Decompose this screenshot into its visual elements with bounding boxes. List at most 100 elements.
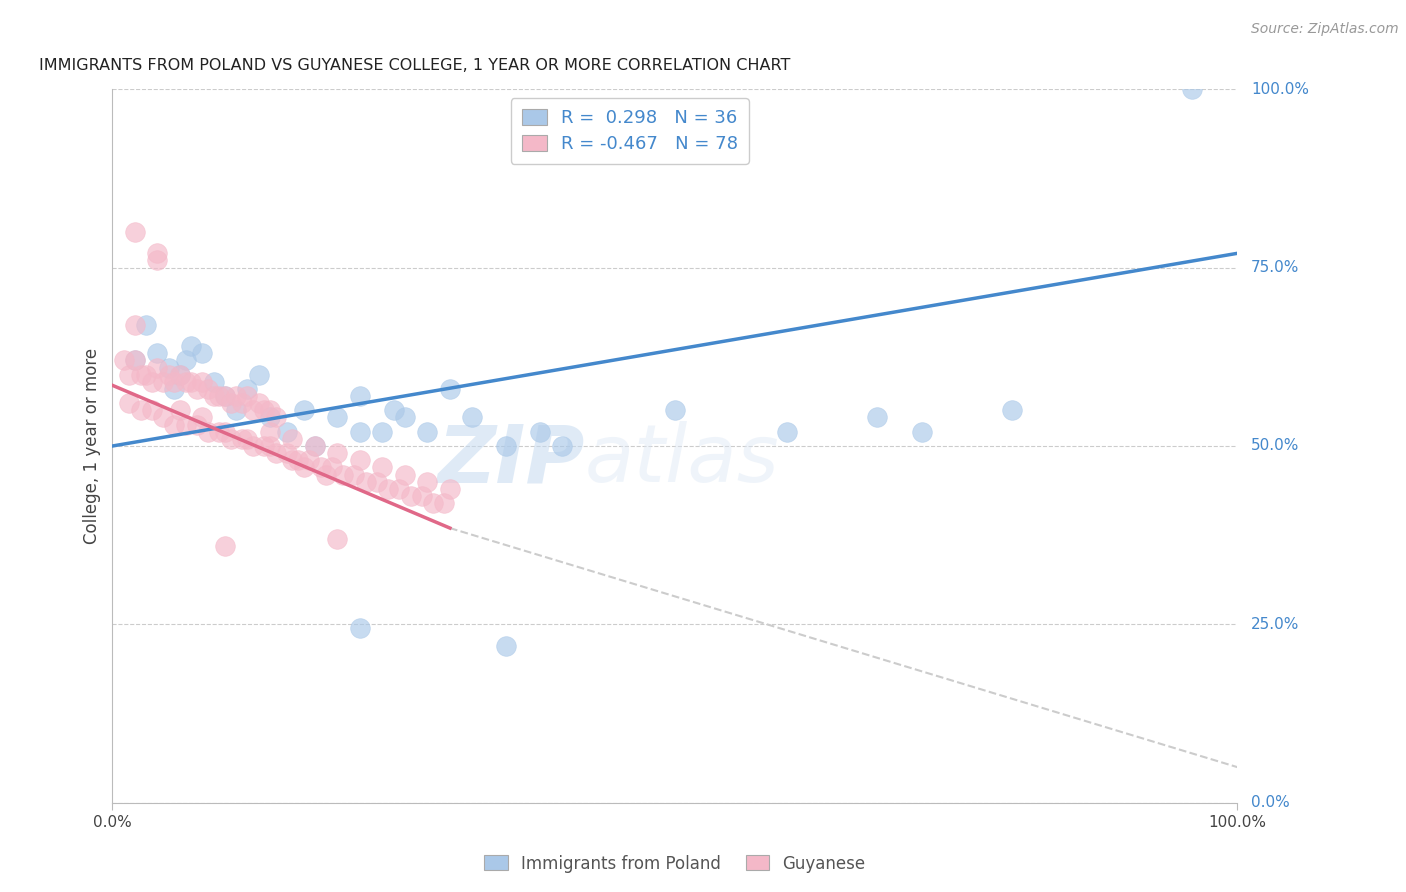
Point	[1181, 82, 1204, 96]
Point	[439, 382, 461, 396]
Point	[326, 446, 349, 460]
Point	[371, 425, 394, 439]
Legend: Immigrants from Poland, Guyanese: Immigrants from Poland, Guyanese	[478, 848, 872, 880]
Point	[169, 403, 191, 417]
Point	[146, 253, 169, 268]
Point	[326, 532, 349, 546]
Point	[124, 353, 146, 368]
Point	[276, 446, 298, 460]
Point	[214, 539, 236, 553]
Point	[112, 353, 135, 368]
Text: 25.0%: 25.0%	[1251, 617, 1299, 632]
Point	[191, 410, 214, 425]
Point	[304, 439, 326, 453]
Point	[225, 403, 247, 417]
Point	[214, 389, 236, 403]
Point	[259, 410, 281, 425]
Point	[281, 432, 304, 446]
Point	[298, 453, 321, 467]
Point	[169, 368, 191, 382]
Point	[309, 460, 332, 475]
Point	[315, 467, 337, 482]
Point	[208, 389, 231, 403]
Point	[242, 403, 264, 417]
Point	[388, 482, 411, 496]
Point	[152, 375, 174, 389]
Text: 0.0%: 0.0%	[1251, 796, 1289, 810]
Point	[169, 368, 191, 382]
Point	[146, 346, 169, 360]
Point	[382, 403, 405, 417]
Text: Source: ZipAtlas.com: Source: ZipAtlas.com	[1251, 22, 1399, 37]
Point	[371, 460, 394, 475]
Text: IMMIGRANTS FROM POLAND VS GUYANESE COLLEGE, 1 YEAR OR MORE CORRELATION CHART: IMMIGRANTS FROM POLAND VS GUYANESE COLLE…	[39, 58, 790, 73]
Point	[174, 375, 197, 389]
Point	[174, 353, 197, 368]
Point	[866, 410, 889, 425]
Point	[186, 417, 208, 432]
Text: 75.0%: 75.0%	[1251, 260, 1299, 275]
Point	[911, 425, 934, 439]
Point	[304, 439, 326, 453]
Point	[259, 425, 281, 439]
Point	[191, 375, 214, 389]
Point	[264, 410, 287, 425]
Point	[146, 246, 169, 260]
Point	[214, 425, 236, 439]
Point	[236, 382, 259, 396]
Point	[495, 439, 517, 453]
Point	[214, 389, 236, 403]
Point	[264, 446, 287, 460]
Point	[163, 382, 186, 396]
Point	[124, 353, 146, 368]
Point	[242, 439, 264, 453]
Point	[349, 425, 371, 439]
Point	[394, 467, 416, 482]
Point	[180, 375, 202, 389]
Point	[551, 439, 574, 453]
Point	[197, 425, 219, 439]
Point	[416, 425, 439, 439]
Text: atlas: atlas	[585, 421, 780, 500]
Point	[259, 439, 281, 453]
Point	[186, 382, 208, 396]
Point	[141, 403, 163, 417]
Point	[129, 403, 152, 417]
Point	[776, 425, 799, 439]
Point	[349, 453, 371, 467]
Point	[276, 425, 298, 439]
Point	[129, 368, 152, 382]
Point	[118, 396, 141, 410]
Point	[343, 467, 366, 482]
Point	[231, 396, 253, 410]
Point	[461, 410, 484, 425]
Point	[157, 368, 180, 382]
Point	[529, 425, 551, 439]
Point	[124, 225, 146, 239]
Point	[259, 403, 281, 417]
Point	[152, 410, 174, 425]
Point	[180, 339, 202, 353]
Point	[416, 475, 439, 489]
Point	[321, 460, 343, 475]
Point	[202, 375, 225, 389]
Point	[135, 368, 157, 382]
Point	[236, 432, 259, 446]
Point	[191, 346, 214, 360]
Point	[135, 318, 157, 332]
Point	[1001, 403, 1024, 417]
Point	[422, 496, 444, 510]
Point	[163, 417, 186, 432]
Point	[292, 403, 315, 417]
Point	[231, 432, 253, 446]
Point	[349, 621, 371, 635]
Point	[174, 417, 197, 432]
Point	[253, 439, 276, 453]
Y-axis label: College, 1 year or more: College, 1 year or more	[83, 348, 101, 544]
Point	[439, 482, 461, 496]
Point	[225, 389, 247, 403]
Point	[157, 360, 180, 375]
Point	[253, 403, 276, 417]
Point	[208, 425, 231, 439]
Point	[247, 368, 270, 382]
